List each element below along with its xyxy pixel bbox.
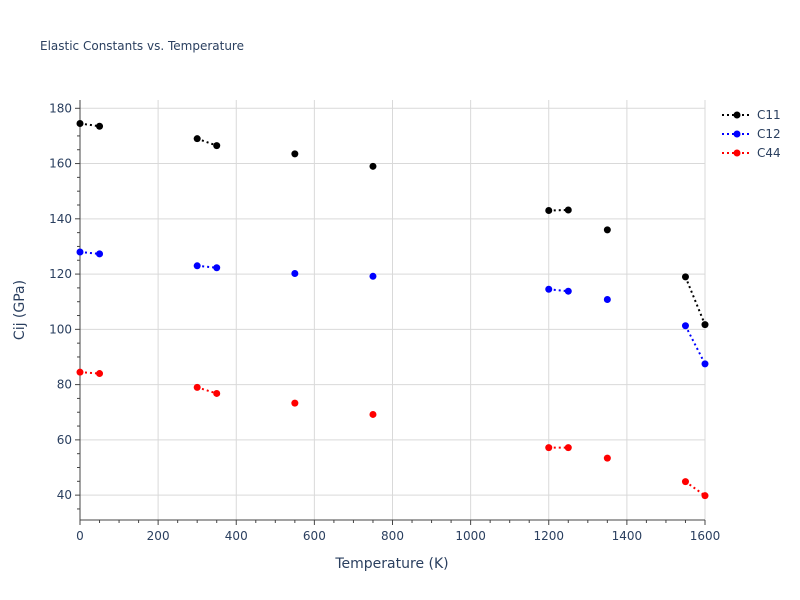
series-c44 xyxy=(76,368,709,500)
data-point-c11[interactable] xyxy=(193,135,201,143)
x-tick-label: 200 xyxy=(147,529,170,543)
tick-labels: 0 200 400 600 800 1000 1200 1400 1600 40 60 80 100 12… xyxy=(49,101,720,543)
y-tick-label: 160 xyxy=(49,157,72,171)
y-tick-label: 40 xyxy=(57,488,72,502)
legend-marker-c11 xyxy=(733,111,741,119)
data-point-c11[interactable] xyxy=(701,321,709,329)
data-point-c11[interactable] xyxy=(291,150,299,158)
legend-item-c44[interactable]: C44 xyxy=(722,146,781,160)
legend-item-c12[interactable]: C12 xyxy=(722,127,781,141)
data-point-c44[interactable] xyxy=(545,444,553,452)
x-axis-title: Temperature (K) xyxy=(334,556,448,572)
data-point-c12[interactable] xyxy=(193,262,201,270)
data-point-c11[interactable] xyxy=(369,162,377,170)
legend: C11 C12 C44 xyxy=(722,108,781,160)
grid-lines xyxy=(80,100,706,520)
data-point-c12[interactable] xyxy=(291,270,299,278)
data-point-c44[interactable] xyxy=(369,410,377,418)
chart-title: Elastic Constants vs. Temperature xyxy=(40,39,244,53)
series-line-c11 xyxy=(684,276,706,326)
series-c12 xyxy=(76,248,709,368)
data-point-c44[interactable] xyxy=(701,492,709,500)
axes xyxy=(75,100,706,525)
data-point-c44[interactable] xyxy=(681,478,689,486)
y-axis-title: Cij (GPa) xyxy=(12,280,28,340)
series-line-c44 xyxy=(684,480,706,497)
legend-item-c11[interactable]: C11 xyxy=(722,108,781,122)
plot-area xyxy=(76,119,709,500)
y-tick-label: 60 xyxy=(57,433,72,447)
series-c11 xyxy=(76,119,709,329)
y-tick-label: 100 xyxy=(49,322,72,336)
data-point-c11[interactable] xyxy=(681,273,689,281)
legend-label-c44: C44 xyxy=(757,146,781,160)
y-tick-label: 120 xyxy=(49,267,72,281)
data-point-c12[interactable] xyxy=(701,360,709,368)
y-tick-label: 80 xyxy=(57,378,72,392)
data-point-c44[interactable] xyxy=(76,368,84,376)
x-tick-label: 1600 xyxy=(690,529,721,543)
data-point-c12[interactable] xyxy=(213,264,221,272)
data-point-c44[interactable] xyxy=(213,389,221,397)
x-tick-label: 800 xyxy=(381,529,404,543)
data-point-c44[interactable] xyxy=(193,383,201,391)
data-point-c44[interactable] xyxy=(96,370,104,378)
data-point-c11[interactable] xyxy=(76,119,84,127)
data-point-c12[interactable] xyxy=(96,250,104,258)
y-tick-label: 180 xyxy=(49,101,72,115)
x-tick-label: 0 xyxy=(76,529,84,543)
data-point-c11[interactable] xyxy=(603,226,611,234)
y-tick-label: 140 xyxy=(49,212,72,226)
data-point-c11[interactable] xyxy=(213,142,221,150)
data-point-c12[interactable] xyxy=(545,285,553,293)
series-line-c11 xyxy=(196,137,218,147)
data-point-c44[interactable] xyxy=(603,454,611,462)
data-point-c11[interactable] xyxy=(96,122,104,130)
data-point-c44[interactable] xyxy=(564,444,572,452)
data-point-c12[interactable] xyxy=(681,322,689,330)
data-point-c11[interactable] xyxy=(564,206,572,214)
x-tick-label: 400 xyxy=(225,529,248,543)
data-point-c12[interactable] xyxy=(369,272,377,280)
legend-marker-c12 xyxy=(733,130,741,138)
series-line-c12 xyxy=(684,325,706,365)
x-tick-label: 1200 xyxy=(533,529,564,543)
x-tick-label: 600 xyxy=(303,529,326,543)
data-point-c12[interactable] xyxy=(603,296,611,303)
data-point-c44[interactable] xyxy=(291,399,299,407)
data-point-c12[interactable] xyxy=(564,287,572,295)
legend-label-c12: C12 xyxy=(757,127,781,141)
series-line-c44 xyxy=(196,386,218,395)
x-tick-label: 1000 xyxy=(455,529,486,543)
legend-marker-c44 xyxy=(733,149,741,157)
data-point-c12[interactable] xyxy=(76,248,84,256)
legend-label-c11: C11 xyxy=(757,108,781,122)
data-point-c11[interactable] xyxy=(545,207,553,215)
x-tick-label: 1400 xyxy=(612,529,643,543)
